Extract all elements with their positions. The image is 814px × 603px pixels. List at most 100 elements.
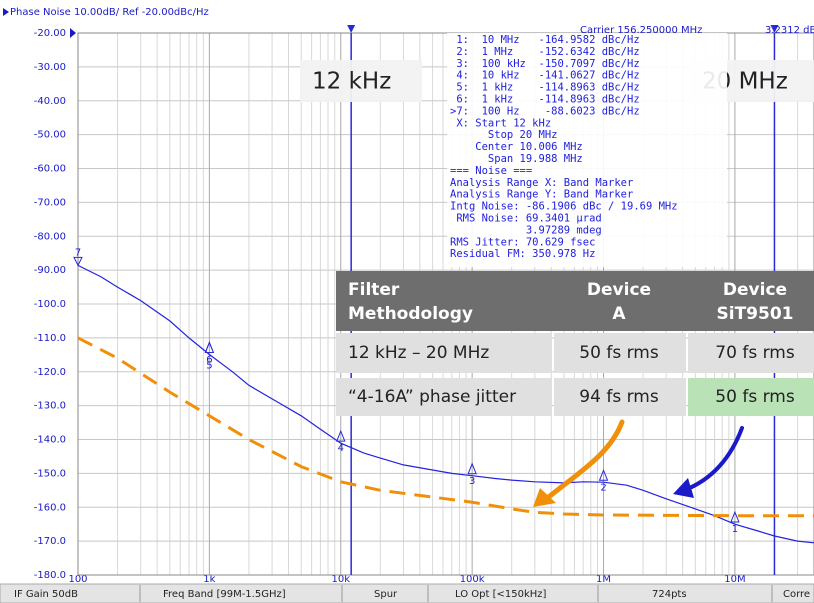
table-cell <box>688 378 814 416</box>
marker <box>467 462 477 475</box>
marker <box>598 468 609 481</box>
readout-line: X: Start 12 kHz <box>450 117 551 129</box>
reference-curve <box>77 336 814 518</box>
y-tick-label: -130.0 <box>34 401 66 412</box>
marker-label: 3 <box>469 476 475 487</box>
marker-readout: 1: 10 MHz -164.9582 dBc/Hz 2: 1 MHz -152… <box>447 33 727 267</box>
table-cell <box>554 333 686 373</box>
readout-line: Analysis Range X: Band Marker <box>450 177 633 189</box>
readout-line: 3.97289 mdeg <box>450 224 602 236</box>
status-item: LO Opt [<150kHz] <box>455 589 547 600</box>
status-item: IF Gain 50dB <box>14 589 78 600</box>
status-item: Corre <box>783 589 810 600</box>
band-label-box <box>300 60 422 102</box>
carrier: Carrier 156.250000 MHz <box>580 25 702 36</box>
status-item: Freq Band [99M-1.5GHz] <box>163 589 286 600</box>
readout-bg <box>447 33 727 267</box>
x-tick-label: 100k <box>460 574 485 585</box>
table-cell <box>688 333 814 373</box>
table-cell-text: 50 fs rms <box>579 343 659 363</box>
y-tick-label: -90.00 <box>34 265 66 276</box>
table-cell <box>336 333 552 373</box>
orange-arrow <box>542 419 625 503</box>
readout-line: 4: 10 kHz -141.0627 dBc/Hz <box>450 70 640 82</box>
table-cell <box>554 378 686 416</box>
x-tick-label: 1k <box>203 574 215 585</box>
marker <box>730 510 740 523</box>
marker-label: 4 <box>338 443 344 454</box>
y-tick-label: -120.0 <box>34 367 66 378</box>
plot-frame <box>77 32 814 576</box>
table-header: Methodology <box>348 304 473 324</box>
readout-line: 1: 10 MHz -164.9582 dBc/Hz <box>450 34 640 46</box>
y-tick-label: -180.0 <box>34 570 66 581</box>
y-tick-label: -140.0 <box>34 435 66 446</box>
readout-line: Span 19.988 MHz <box>450 153 583 165</box>
table-header: SiT9501 <box>717 304 794 324</box>
readout-line: === Noise === <box>450 165 532 177</box>
table-header-bg <box>336 271 814 331</box>
y-tick-label: -40.00 <box>34 96 66 107</box>
readout-line: 5: 1 kHz -114.8963 dBc/Hz <box>450 82 640 94</box>
status-bar: IF Gain 50dB Freq Band [99M-1.5GHz] Spur LO… <box>0 583 814 603</box>
table-header: A <box>612 304 626 324</box>
y-tick-label: -170.0 <box>34 536 66 547</box>
x-tick-label: 100 <box>68 574 87 585</box>
marker <box>204 341 215 353</box>
status-item: Spur <box>374 589 398 600</box>
trace <box>77 264 814 544</box>
readout-line: 6: 1 kHz -114.8963 dBc/Hz <box>450 94 640 106</box>
status-bg <box>0 583 814 603</box>
readout-line: RMS Noise: 69.3401 µrad <box>450 213 602 225</box>
table-cell-text: 50 fs rms <box>715 387 795 407</box>
x-tick-label: 10k <box>332 574 351 585</box>
blue-arrowhead <box>673 478 694 498</box>
readout-line: Intg Noise: -86.1906 dBc / 19.69 MHz <box>450 201 678 213</box>
y-tick-label: -110.0 <box>34 333 66 344</box>
readout-line: Analysis Range Y: Band Marker <box>450 189 633 201</box>
readout-line: Stop 20 MHz <box>450 129 557 141</box>
table-cell-text: 70 fs rms <box>715 343 795 363</box>
blue-arrow <box>683 426 744 492</box>
readout-line: Residual FM: 350.978 Hz <box>450 248 595 260</box>
marker <box>336 429 346 442</box>
table-header: Filter <box>348 280 400 300</box>
band-marker-flag <box>770 25 779 33</box>
orange-arrowhead <box>533 488 556 507</box>
readout-line: RMS Jitter: 70.629 fsec <box>450 236 595 248</box>
band-marker-flag <box>347 25 356 33</box>
table-cell-text: 94 fs rms <box>579 387 659 407</box>
readout-line: 3: 100 kHz -150.7097 dBc/Hz <box>450 58 640 70</box>
marker-label: 2 <box>600 482 606 493</box>
table-cell-text: “4-16A” phase jitter <box>348 387 516 407</box>
y-tick-label: -160.0 <box>34 502 66 513</box>
y-tick-label: -60.00 <box>34 164 66 175</box>
y-tick-label: -30.00 <box>34 62 66 73</box>
readout-line: Center 10.006 MHz <box>450 141 583 153</box>
marker <box>73 256 83 267</box>
marker-label: 5 <box>206 360 212 371</box>
table-cell <box>336 378 552 416</box>
band-label: 12 kHz <box>312 69 391 95</box>
x-tick-label: 1M <box>596 574 611 585</box>
marker-label: 6 <box>206 354 212 365</box>
table-header: Device <box>587 280 651 300</box>
table-header: Device <box>723 280 787 300</box>
ref-indicator <box>70 28 76 38</box>
y-tick-label: -70.00 <box>34 197 66 208</box>
power: 3.2312 dBm <box>765 25 814 36</box>
y-tick-label: -80.00 <box>34 231 66 242</box>
y-tick-label: -150.0 <box>34 468 66 479</box>
table-cell-text: 12 kHz – 20 MHz <box>348 343 489 363</box>
overlay-table: Filter Methodology Device A Device SiT9501 12 … <box>336 271 814 416</box>
marker-label: 7 <box>75 247 81 258</box>
header-title: Phase Noise 10.00dB/ Ref -20.00dBc/Hz <box>10 7 209 18</box>
x-tick-label: 10M <box>724 574 745 585</box>
readout-line: >7: 100 Hz -88.6023 dBc/Hz <box>450 105 640 117</box>
marker-label: 1 <box>732 524 738 535</box>
y-tick-label: -20.00 <box>34 28 66 39</box>
y-tick-label: -50.00 <box>34 130 66 141</box>
status-item: 724pts <box>652 589 687 600</box>
y-tick-label: -100.0 <box>34 299 66 310</box>
